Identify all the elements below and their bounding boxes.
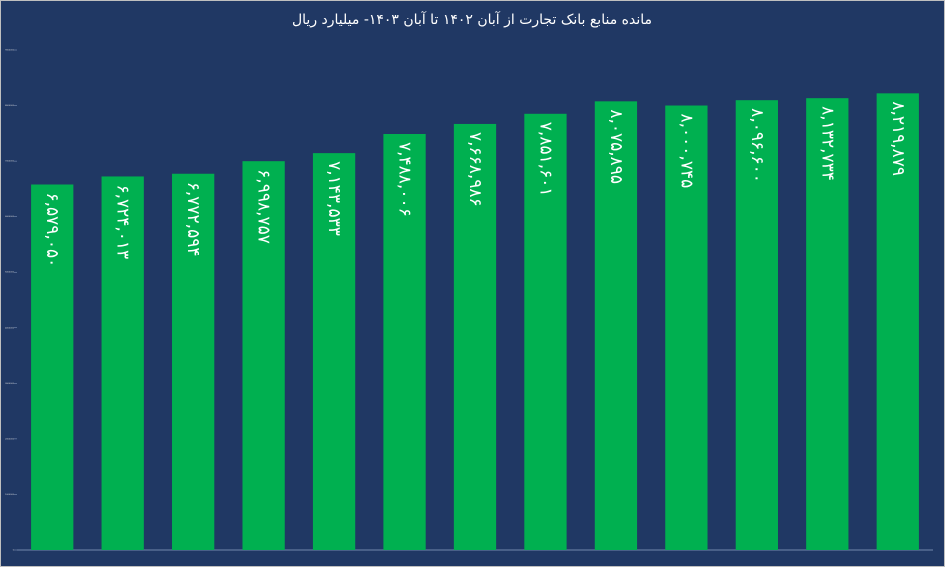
- y-tick-label: 5000000: [5, 272, 15, 274]
- data-label: ۸,۰۹۶,۶۰۰: [747, 108, 767, 183]
- data-label: ۸,۱۳۲,۷۳۴: [817, 106, 837, 181]
- data-label: ۸,۰۷۵,۸۹۵: [606, 109, 626, 184]
- bar: [735, 100, 778, 550]
- y-tick-label: 0: [13, 550, 15, 552]
- y-tick-label: 7000000: [5, 161, 15, 163]
- bar: [594, 101, 638, 550]
- chart-title: مانده منابع بانک تجارت از آبان ۱۴۰۲ تا آ…: [292, 11, 652, 28]
- data-label: ۶,۵۷۹,۰۵۰: [42, 192, 62, 267]
- bar: [876, 93, 919, 550]
- data-label: ۶,۷۲۴,۰۱۳: [113, 184, 133, 259]
- bar: [524, 113, 567, 551]
- bar: [453, 123, 497, 550]
- y-tick-label: 9000000: [5, 50, 15, 52]
- data-label: ۷,۶۶۸,۹۸۶: [465, 132, 485, 207]
- y-tick-label: 6000000: [5, 216, 15, 218]
- bar: [31, 184, 74, 550]
- bar: [806, 98, 849, 550]
- data-label: ۸,۰۰۰,۷۴۵: [676, 114, 696, 189]
- data-label: ۸,۲۱۹,۸۷۹: [888, 101, 908, 176]
- y-tick-label: 1000000: [5, 494, 15, 496]
- data-label: ۷,۸۵۱,۶۰۱: [535, 122, 555, 197]
- bar: [242, 161, 285, 550]
- y-tick-label: 2000000: [5, 438, 15, 440]
- data-label: ۶,۹۹۸,۷۵۷: [254, 169, 274, 244]
- y-tick-label: 3000000: [5, 383, 15, 385]
- bar: [172, 173, 215, 550]
- bar: [665, 105, 708, 551]
- bar: [383, 133, 426, 550]
- bar: [312, 153, 356, 550]
- data-label: ۷,۱۴۳,۵۳۳: [324, 161, 344, 236]
- data-label: ۷,۴۸۸,۰۰۶: [395, 142, 415, 217]
- bar: [101, 176, 144, 550]
- y-tick-label: 8000000: [5, 105, 15, 107]
- data-label: ۶,۷۷۲,۵۹۴: [183, 182, 203, 257]
- y-tick-label: 4000000: [5, 327, 15, 329]
